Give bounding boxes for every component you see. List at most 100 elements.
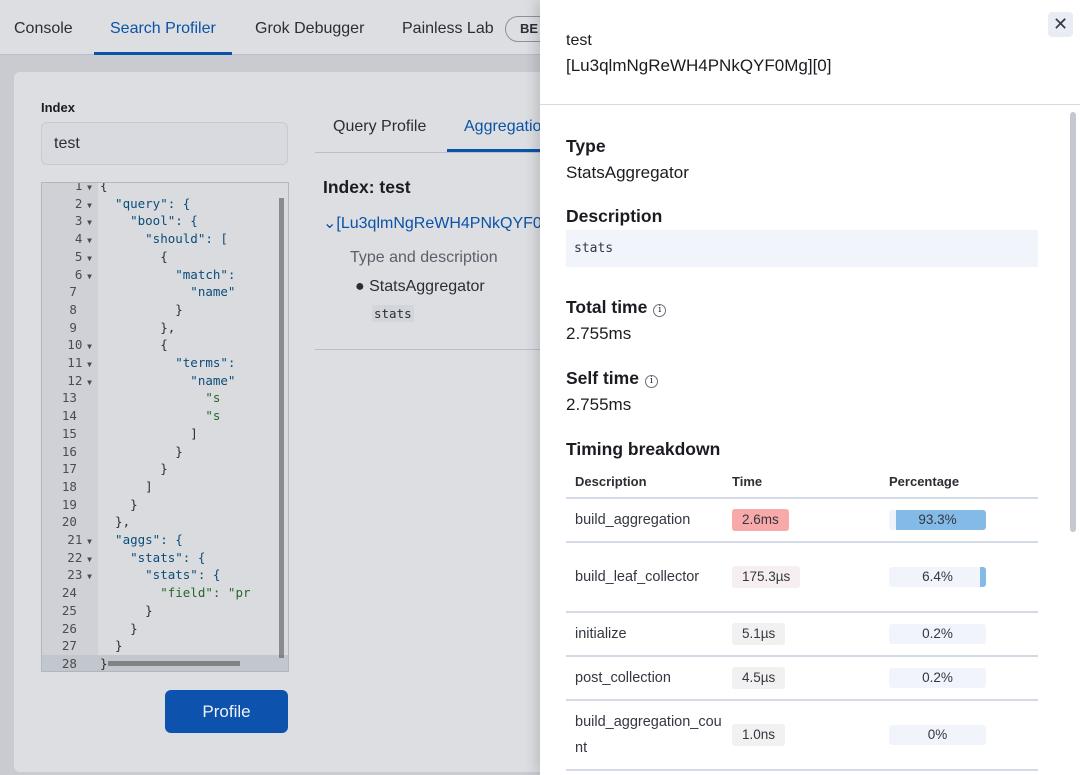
line-number: 1 ▼ [74, 182, 92, 193]
editor-line: 26 } [42, 620, 288, 638]
line-number: 17 [61, 461, 77, 477]
line-number: 18 [61, 478, 77, 494]
fold-arrow-icon[interactable]: ▼ [82, 236, 92, 246]
editor-line: 9 }, [42, 319, 288, 337]
fold-arrow-icon[interactable]: ▼ [82, 342, 92, 352]
flyout-scrollbar[interactable] [1070, 112, 1076, 532]
line-number: 11 ▼ [67, 355, 92, 370]
line-number: 5 ▼ [74, 248, 92, 264]
code-text: } [100, 620, 138, 636]
line-number: 4 ▼ [74, 231, 92, 247]
fold-arrow-icon[interactable]: ▼ [82, 183, 92, 192]
percentage-bar: 93.3% [889, 510, 986, 530]
description-heading: Description [566, 206, 663, 226]
row-description: build_aggregation_count [566, 700, 723, 771]
fold-arrow-icon[interactable]: ▼ [82, 377, 92, 387]
editor-line: 7 "name" [42, 283, 288, 301]
editor-line: 27 } [42, 637, 288, 655]
line-number: 26 [61, 620, 77, 636]
row-percentage: 0.2% [880, 656, 1038, 701]
code-text: } [100, 461, 168, 477]
editor-line: 4 ▼ "should": [ [42, 230, 288, 248]
percentage-bar: 0.2% [889, 668, 986, 688]
line-number: 13 [61, 390, 77, 406]
editor-horizontal-scrollbar[interactable] [108, 661, 240, 666]
code-text: } [100, 301, 183, 317]
info-icon[interactable]: i [644, 375, 658, 388]
query-editor[interactable]: 1 ▼{2 ▼ "query": {3 ▼ "bool": {4 ▼ "shou… [41, 182, 289, 672]
tab-aggregation-profile[interactable]: Aggregatio [447, 118, 540, 152]
timing-row: post_collection 4.5µs 0.2% [566, 656, 1038, 701]
total-time-heading: Total time i [566, 297, 667, 318]
code-text: "aggs": { [100, 532, 183, 547]
code-text: "s [100, 408, 221, 424]
code-text: "should": [ [100, 231, 228, 247]
percentage-fill [979, 567, 986, 587]
code-text: } [100, 602, 153, 618]
self-time-value: 2.755ms [566, 395, 632, 414]
row-percentage: 6.4% [880, 542, 1038, 613]
shard-link[interactable]: ⌄[Lu3qlmNgReWH4PNkQYF0 [323, 215, 540, 232]
code-text: "bool": { [100, 213, 198, 229]
editor-vertical-scrollbar[interactable] [279, 198, 284, 658]
tab-console[interactable]: Console [14, 20, 73, 37]
editor-line: 1 ▼ { [42, 182, 288, 195]
line-number: 6 ▼ [74, 266, 92, 282]
fold-arrow-icon[interactable]: ▼ [82, 271, 92, 281]
timing-row: initialize 5.1µs 0.2% [566, 612, 1038, 657]
editor-line: 12 ▼ "name" [42, 372, 288, 390]
editor-line: 3 ▼ "bool": { [42, 212, 288, 230]
line-number: 25 [61, 602, 77, 618]
line-number: 12 ▼ [67, 372, 92, 388]
fold-arrow-icon[interactable]: ▼ [82, 572, 92, 582]
fold-arrow-icon[interactable]: ▼ [82, 218, 92, 228]
code-text: } [100, 496, 138, 512]
percentage-bar: 0.2% [889, 624, 986, 644]
code-text: { [100, 182, 108, 193]
row-time: 1.0ns [723, 700, 880, 771]
info-icon[interactable]: i [653, 304, 667, 317]
row-percentage: 0.2% [880, 612, 1038, 657]
editor-line: 22 ▼ "stats": { [42, 549, 288, 567]
editor-line: 18 ] [42, 478, 288, 496]
fold-arrow-icon[interactable]: ▼ [82, 360, 92, 369]
editor-line: 25 } [42, 602, 288, 620]
code-text: }, [100, 319, 176, 335]
tab-search-profiler[interactable]: Search Profiler [94, 0, 232, 55]
col-description: Description [566, 465, 723, 499]
profile-button[interactable]: Profile [165, 690, 288, 733]
editor-line: 5 ▼ { [42, 248, 288, 266]
line-number: 19 [61, 496, 77, 512]
close-icon[interactable]: ✕ [1048, 12, 1073, 37]
fold-arrow-icon[interactable]: ▼ [82, 200, 92, 210]
line-number: 27 [61, 638, 77, 654]
code-text: } [100, 655, 108, 671]
line-number: 10 ▼ [67, 337, 92, 353]
tab-painless-lab[interactable]: Painless Lab [402, 20, 494, 37]
editor-gutter [42, 183, 98, 671]
code-text: "s [100, 390, 221, 406]
timing-row: build_leaf_collector 175.3µs 6.4% [566, 542, 1038, 613]
editor-line: 11 ▼ "terms": [42, 354, 288, 372]
index-input[interactable]: test [41, 122, 288, 165]
fold-arrow-icon[interactable]: ▼ [82, 253, 92, 263]
total-time-value: 2.755ms [566, 324, 632, 343]
code-text: } [100, 443, 183, 459]
code-text: "stats": { [100, 549, 206, 565]
tab-query-profile[interactable]: Query Profile [333, 118, 427, 135]
line-number: 8 [69, 301, 77, 317]
row-time: 4.5µs [723, 656, 880, 701]
tab-grok-debugger[interactable]: Grok Debugger [255, 20, 365, 37]
time-badge: 5.1µs [732, 623, 786, 645]
editor-line: 17 } [42, 460, 288, 478]
fold-arrow-icon[interactable]: ▼ [82, 554, 92, 564]
aggregator-item[interactable]: ● StatsAggregator [355, 278, 485, 295]
index-title: Index: test [323, 177, 411, 197]
type-desc-label: Type and description [350, 249, 498, 266]
time-badge: 2.6ms [732, 509, 789, 531]
fold-arrow-icon[interactable]: ▼ [82, 537, 92, 546]
flyout-title-index: test [566, 32, 592, 49]
tabs-divider [315, 152, 540, 153]
percentage-fill [895, 510, 986, 530]
line-number: 23 ▼ [67, 567, 92, 583]
